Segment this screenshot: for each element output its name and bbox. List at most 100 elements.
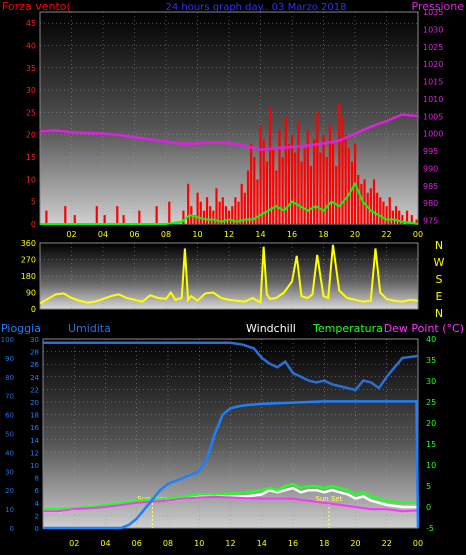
humidity-y-tick-9: 90: [5, 355, 14, 363]
rain-y-tick-1: 2: [35, 512, 39, 520]
wind-bar: [309, 165, 313, 224]
wind-bar: [199, 201, 202, 224]
wind-x-tick-6: 14: [255, 230, 265, 239]
wind-bar: [394, 206, 398, 224]
wind-bar: [234, 197, 237, 224]
temp-y-tick-4: 15: [426, 440, 436, 449]
windchill-label: Windchill: [246, 322, 296, 335]
wind-bar: [322, 134, 325, 224]
pressure-y-tick-7: 1010: [423, 95, 443, 104]
wind-bar: [398, 210, 401, 224]
temp-y-tick-8: 35: [426, 356, 436, 365]
humidity-y-tick-5: 50: [5, 431, 14, 439]
wind-y-tick-2: 10: [26, 175, 36, 184]
temp-legend-labels: Pioggia Umidita Windchill Temperatura Dew Po…: [1, 322, 464, 335]
humidity-y-tick-8: 80: [5, 374, 14, 382]
pressure-axis-label: Pressione: [412, 0, 465, 13]
wind-x-tick-9: 20: [350, 230, 360, 239]
wind-x-tick-0: 02: [66, 230, 76, 239]
wind-bar: [215, 188, 218, 224]
wind-x-tick-5: 12: [224, 230, 234, 239]
wind-bar: [209, 206, 212, 224]
wind-bar: [212, 210, 215, 224]
humidity-y-tick-4: 40: [5, 449, 14, 457]
wind-bar: [73, 215, 76, 224]
wind-bar: [360, 183, 363, 224]
temp-y-tick-7: 30: [426, 377, 436, 386]
temp-x-ticks: 02 04 06 08 10 12 14 16 18 20 22 00: [69, 539, 423, 548]
temp-x-tick-6: 14: [257, 539, 267, 548]
wind-bar: [391, 210, 394, 224]
wind-bar: [138, 210, 141, 224]
temp-y-tick-5: 20: [426, 419, 436, 428]
temp-x-tick-4: 10: [194, 539, 204, 548]
pressure-y-tick-4: 995: [423, 147, 438, 156]
rain-y-tick-0: 0: [35, 525, 39, 533]
wind-bar: [369, 188, 372, 224]
pressure-y-tick-8: 1015: [423, 78, 443, 87]
rain-y-tick-7: 14: [30, 437, 39, 445]
humidity-y-tick-1: 10: [5, 506, 14, 514]
wind-y-tick-9: 45: [26, 19, 36, 28]
wind-bar: [103, 215, 106, 224]
humidity-y-tick-0: 0: [10, 525, 14, 533]
rain-y-tick-6: 12: [30, 449, 39, 457]
wind-bar: [385, 206, 388, 224]
pressure-y-ticks: 975 980 985 990 995 1000 1005 1010 1015 1020 1025 1…: [423, 8, 443, 226]
pressure-y-tick-3: 990: [423, 164, 438, 173]
wind-bar: [187, 183, 190, 224]
dewpoint-label: Dew Point (°C): [384, 322, 464, 335]
pressure-y-tick-11: 1030: [423, 25, 443, 34]
temp-y-tick-9: 40: [426, 335, 436, 344]
wind-bar: [246, 170, 250, 224]
wind-bar: [224, 206, 228, 224]
temp-y-ticks: -5 0 5 10 15 20 25 30 35 40: [426, 335, 436, 533]
wind-bar: [250, 143, 253, 224]
wind-bar: [313, 139, 316, 224]
rain-y-tick-9: 18: [30, 412, 39, 420]
wind-y-tick-5: 25: [26, 108, 36, 117]
temp-y-tick-1: 0: [426, 503, 431, 512]
wind-bar: [335, 165, 338, 224]
wind-bar: [372, 179, 376, 224]
temp-x-tick-7: 16: [288, 539, 298, 548]
wind-x-tick-10: 22: [381, 230, 391, 239]
wind-bar: [376, 192, 379, 224]
pressure-y-tick-12: 1035: [423, 8, 443, 17]
wind-bar: [196, 192, 199, 224]
direction-y-tick-0: 0: [31, 305, 36, 314]
wind-x-tick-2: 06: [129, 230, 139, 239]
compass-label-1: W: [434, 256, 445, 269]
humidity-y-ticks: 0 10 20 30 40 50 60 70 80 90 100: [1, 336, 14, 533]
direction-y-tick-2: 180: [21, 272, 36, 281]
wind-x-tick-3: 08: [161, 230, 171, 239]
humidity-y-tick-3: 30: [5, 468, 14, 476]
wind-x-tick-4: 10: [192, 230, 202, 239]
wind-bar: [388, 197, 391, 224]
temp-y-tick-0: -5: [426, 524, 434, 533]
wind-bar: [297, 121, 300, 224]
humidity-line: [43, 341, 419, 392]
wind-x-tick-1: 04: [98, 230, 108, 239]
wind-bar: [262, 139, 265, 224]
wind-bar: [278, 130, 281, 224]
pressure-y-tick-9: 1020: [423, 60, 443, 69]
pressure-y-tick-10: 1025: [423, 43, 443, 52]
wind-bar: [363, 179, 366, 224]
wind-bar: [382, 201, 385, 224]
temp-x-tick-11: 00: [413, 539, 423, 548]
rain-y-tick-3: 6: [35, 487, 40, 495]
rain-temperature-chart: Sun Rise Sun Set 024681012141618202224262…: [1, 322, 464, 548]
rain-y-tick-2: 4: [35, 500, 40, 508]
pressure-y-tick-6: 1005: [423, 112, 443, 121]
wind-bar: [240, 183, 243, 224]
direction-y-tick-3: 270: [21, 256, 36, 265]
chart-title: 24 hours graph day.. 03 Marzo 2018: [166, 2, 347, 13]
wind-bar: [294, 152, 297, 224]
wind-bar: [405, 210, 409, 224]
wind-bar: [415, 219, 418, 224]
wind-bar: [328, 125, 331, 224]
